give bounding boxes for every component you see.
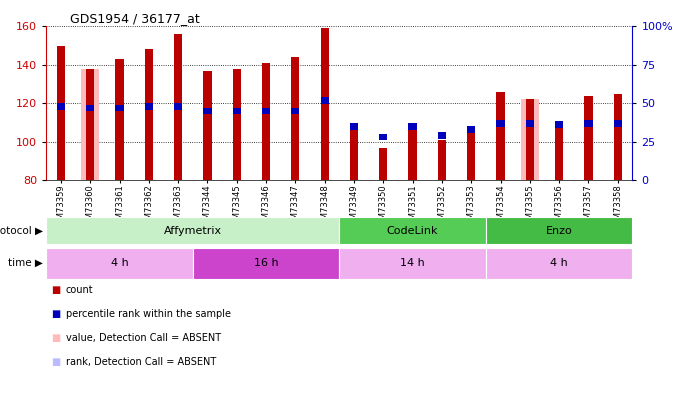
Bar [320, 28, 328, 180]
Bar [116, 59, 124, 180]
Bar [86, 104, 95, 111]
Text: ■: ■ [51, 358, 61, 367]
Bar [233, 68, 241, 180]
Bar [486, 248, 632, 279]
Text: protocol ▶: protocol ▶ [0, 226, 43, 236]
Bar [496, 120, 505, 127]
Bar [584, 120, 592, 127]
Bar [409, 123, 417, 130]
Bar [81, 68, 99, 180]
Bar [613, 120, 622, 127]
Bar [379, 134, 388, 141]
Text: 4 h: 4 h [111, 258, 129, 268]
Text: percentile rank within the sample: percentile rank within the sample [66, 309, 231, 319]
Bar [467, 126, 475, 133]
Bar [526, 100, 534, 180]
Text: Enzo: Enzo [546, 226, 573, 236]
Text: Affymetrix: Affymetrix [164, 226, 222, 236]
Bar [555, 124, 563, 180]
Text: ■: ■ [51, 309, 61, 319]
Bar [57, 103, 65, 110]
Bar [350, 122, 358, 180]
Text: CodeLink: CodeLink [387, 226, 439, 236]
Bar [291, 108, 299, 114]
Bar [526, 120, 534, 127]
Text: 16 h: 16 h [254, 258, 278, 268]
Bar [291, 57, 299, 180]
Bar [145, 49, 153, 180]
Text: rank, Detection Call = ABSENT: rank, Detection Call = ABSENT [66, 358, 216, 367]
Bar [145, 103, 153, 110]
Bar [193, 248, 339, 279]
Bar [116, 104, 124, 111]
Text: value, Detection Call = ABSENT: value, Detection Call = ABSENT [66, 333, 221, 343]
Text: 14 h: 14 h [401, 258, 425, 268]
Bar [584, 96, 592, 180]
Bar [203, 108, 211, 114]
Bar [46, 217, 339, 245]
Bar [496, 92, 505, 180]
Text: 4 h: 4 h [550, 258, 568, 268]
Bar [555, 122, 563, 128]
Text: ■: ■ [51, 285, 61, 294]
Bar [409, 124, 417, 180]
Text: ■: ■ [51, 333, 61, 343]
Bar [46, 248, 193, 279]
Bar [320, 97, 328, 104]
Bar [467, 128, 475, 180]
Bar [339, 248, 486, 279]
Text: count: count [66, 285, 94, 294]
Bar [521, 100, 539, 180]
Bar [438, 132, 446, 139]
Bar [174, 34, 182, 180]
Text: time ▶: time ▶ [8, 258, 43, 268]
Bar [438, 140, 446, 180]
Bar [262, 108, 270, 114]
Bar [233, 108, 241, 114]
Bar [350, 123, 358, 130]
Text: GDS1954 / 36177_at: GDS1954 / 36177_at [69, 12, 199, 25]
Bar [57, 46, 65, 180]
Bar [174, 103, 182, 110]
Bar [339, 217, 486, 245]
Bar [86, 104, 95, 111]
Bar [613, 94, 622, 180]
Bar [486, 217, 632, 245]
Bar [379, 147, 388, 180]
Bar [262, 63, 270, 180]
Bar [203, 70, 211, 180]
Bar [86, 68, 95, 180]
Bar [526, 120, 534, 127]
